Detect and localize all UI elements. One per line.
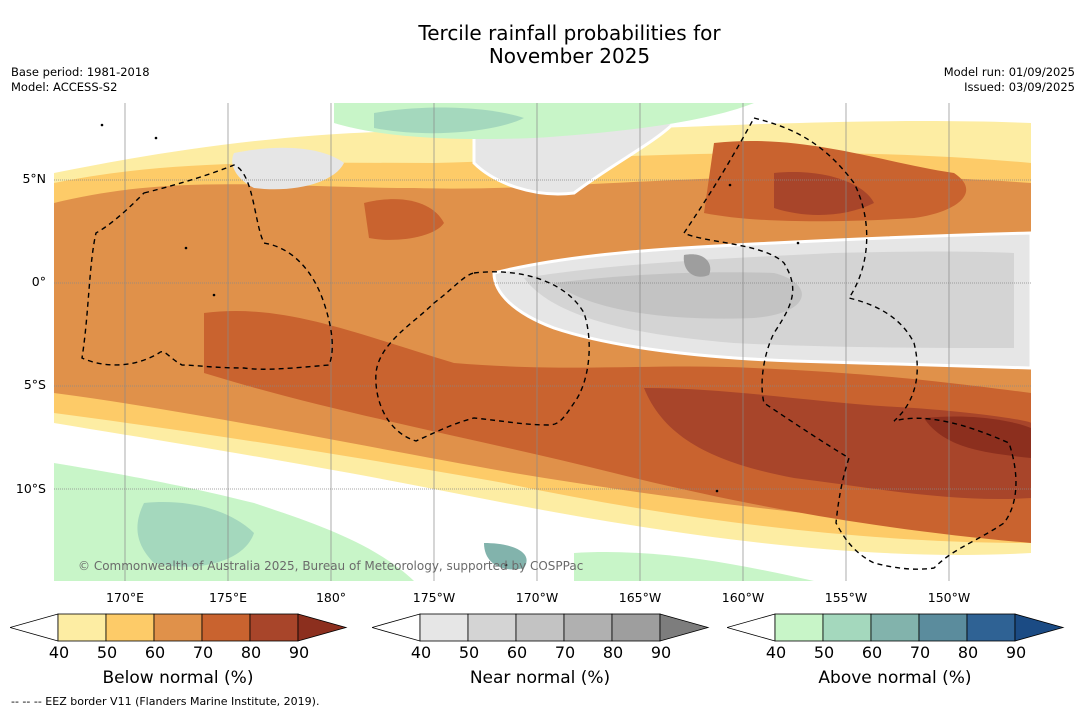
colorbar-above-normal	[725, 612, 1067, 646]
cb0-tick-70: 70	[192, 643, 214, 662]
eez-border-kiribati-gilbert	[81, 164, 333, 370]
lon-label-160w: 160°W	[721, 590, 765, 605]
below-normal-70-band-north	[364, 199, 444, 240]
colorbar-segment	[105, 613, 155, 642]
near-normal-northwest	[232, 147, 344, 190]
above-normal-south-green	[574, 552, 814, 581]
model-run-label: Model run: 01/09/2025	[943, 65, 1075, 79]
colorbar-extend-high	[659, 613, 710, 642]
colorbar-segment	[201, 613, 251, 642]
colorbar-near-normal-scale	[370, 613, 710, 642]
cb2-tick-70: 70	[909, 643, 931, 662]
graticule	[54, 103, 1031, 581]
cb0-tick-40: 40	[48, 643, 70, 662]
below-normal-80-band-north	[774, 172, 874, 215]
colorbar-segment	[918, 613, 968, 642]
colorbar-below-normal	[8, 612, 350, 646]
lon-label-175w: 175°W	[412, 590, 456, 605]
colorbar-above-normal-title: Above normal (%)	[818, 668, 972, 688]
lon-label-155w: 155°W	[824, 590, 868, 605]
lon-label-175e: 175°E	[208, 590, 247, 605]
map-title: Tercile rainfall probabilities for Novem…	[0, 22, 1085, 68]
colorbar-below-normal-title: Below normal (%)	[102, 668, 254, 688]
meta-right: Model run: 01/09/2025 Issued: 03/09/2025	[944, 65, 1075, 95]
lat-label-5s: 5°S	[23, 377, 46, 392]
colorbar-segment	[870, 613, 920, 642]
issued-label: Issued: 03/09/2025	[964, 80, 1075, 94]
island	[184, 246, 188, 250]
island	[504, 563, 508, 567]
island	[212, 293, 216, 297]
cb1-tick-60: 60	[506, 643, 528, 662]
base-period-label: Base period: 1981-2018	[11, 65, 150, 79]
cb2-tick-80: 80	[957, 643, 979, 662]
cb0-tick-80: 80	[240, 643, 262, 662]
island	[796, 241, 800, 245]
colorbar-segment	[515, 613, 565, 642]
island	[100, 123, 104, 127]
lon-label-170e: 170°E	[105, 590, 144, 605]
colorbar-segment	[774, 613, 824, 642]
colorbar-segment	[153, 613, 203, 642]
cb2-tick-60: 60	[861, 643, 883, 662]
colorbar-segment	[467, 613, 517, 642]
near-normal-70-band	[683, 254, 711, 277]
colorbar-segment	[611, 613, 661, 642]
meta-left: Base period: 1981-2018 Model: ACCESS-S2	[11, 65, 150, 95]
colorbar-near-normal-title: Near normal (%)	[469, 668, 611, 688]
below-normal-80-band	[644, 388, 1031, 499]
cb2-tick-40: 40	[765, 643, 787, 662]
cb1-tick-80: 80	[602, 643, 624, 662]
cb0-tick-90: 90	[288, 643, 310, 662]
below-normal-90-band	[924, 416, 1031, 458]
colorbar-near-normal	[370, 612, 712, 646]
colorbar-above-normal-scale	[725, 613, 1065, 642]
colorbar-extend-high	[1014, 613, 1065, 642]
eez-borders	[81, 117, 1017, 570]
probability-map	[54, 103, 1031, 581]
colorbar-segment	[822, 613, 872, 642]
copyright-notice: © Commonwealth of Australia 2025, Bureau…	[78, 559, 584, 573]
lat-label-10s: 10°S	[15, 481, 46, 496]
model-label: Model: ACCESS-S2	[11, 80, 118, 94]
colorbar-below-normal-scale	[8, 613, 348, 642]
colorbar-extend-low	[370, 613, 421, 642]
map-canvas	[54, 103, 1031, 581]
colorbar-segment	[419, 613, 469, 642]
above-normal-north-teal	[374, 107, 524, 134]
cb2-tick-50: 50	[813, 643, 835, 662]
lon-label-150w: 150°W	[927, 590, 971, 605]
island	[728, 183, 732, 187]
cb1-tick-90: 90	[650, 643, 672, 662]
lon-label-165w: 165°W	[618, 590, 662, 605]
lat-label-5n: 5°N	[22, 171, 46, 186]
cb0-tick-50: 50	[96, 643, 118, 662]
below-normal-70-band-west	[204, 311, 1031, 543]
cb1-tick-40: 40	[410, 643, 432, 662]
cb1-tick-70: 70	[554, 643, 576, 662]
title-line-1: Tercile rainfall probabilities for	[418, 21, 721, 45]
colorbar-segment	[57, 613, 107, 642]
eez-footnote: -- -- -- EEZ border V11 (Flanders Marine…	[11, 695, 320, 708]
above-normal-southwest-teal	[137, 502, 254, 567]
colorbar-extend-low	[8, 613, 59, 642]
above-normal-southwest-deep	[484, 543, 527, 570]
eez-border-kiribati-line	[682, 117, 1017, 570]
cb1-tick-50: 50	[458, 643, 480, 662]
island	[715, 489, 719, 493]
lon-label-170w: 170°W	[515, 590, 559, 605]
title-line-2: November 2025	[488, 44, 651, 68]
colorbar-segment	[966, 613, 1016, 642]
cb0-tick-60: 60	[144, 643, 166, 662]
colorbar-extend-low	[725, 613, 776, 642]
island	[154, 136, 158, 140]
colorbar-extend-high	[297, 613, 348, 642]
islands	[100, 123, 800, 567]
near-normal-60-band	[554, 272, 802, 319]
lat-label-0: 0°	[31, 274, 46, 289]
colorbar-segment	[249, 613, 299, 642]
cb2-tick-90: 90	[1005, 643, 1027, 662]
lon-label-180: 180°	[315, 590, 347, 605]
colorbar-segment	[563, 613, 613, 642]
